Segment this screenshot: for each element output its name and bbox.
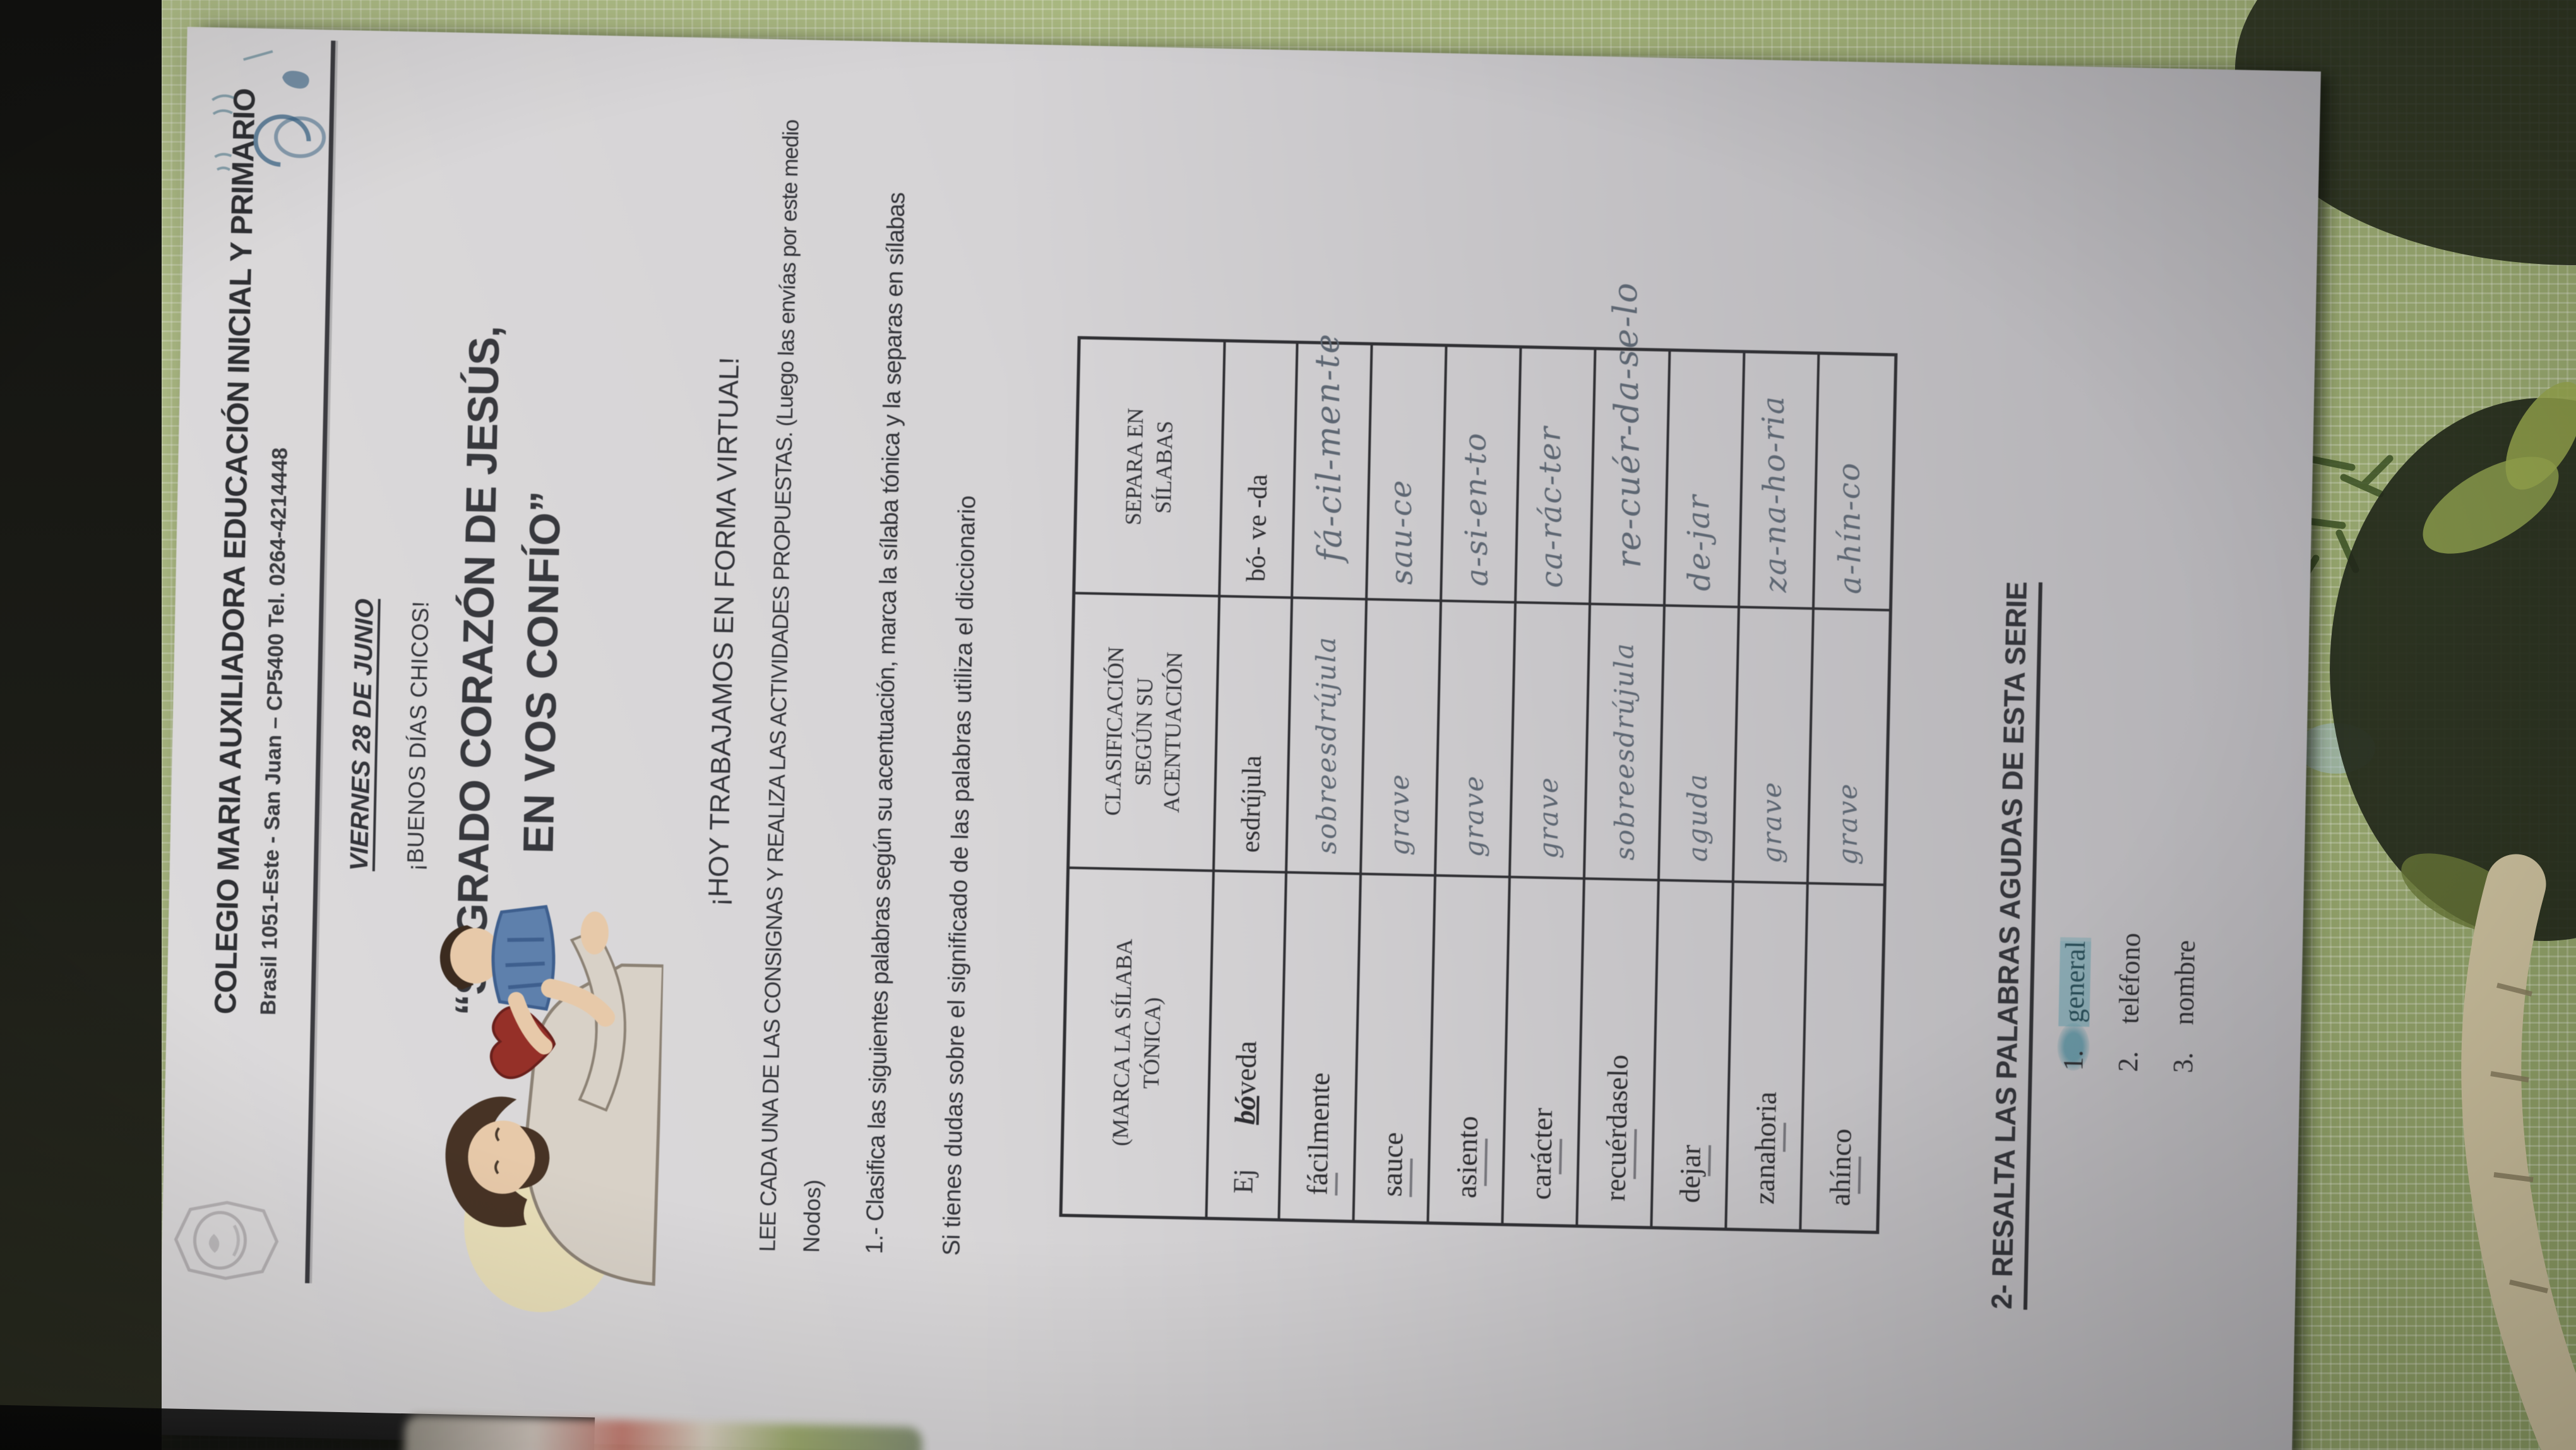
separa-cell: a-hín-co [1831, 461, 1869, 595]
instruction-line-2: Nodos) [798, 1179, 826, 1254]
clasificacion-cell: aguda [1659, 604, 1741, 881]
clasificacion-cell: sobreesdrújula [1287, 596, 1368, 873]
sacred-heart [490, 1005, 556, 1079]
dictionary-tip-line: Si tienes dudas sobre el significado de … [938, 495, 981, 1256]
word-cell: fácilmente [1280, 871, 1363, 1220]
separa-cell: ca-rác-ter [1517, 348, 1597, 603]
dark-corner-shade [2235, 0, 2576, 265]
word-cell: ahínco [1801, 882, 1883, 1231]
face [468, 1120, 538, 1194]
school-address: Brasil 1051-Este - San Juan – CP5400 Tel… [256, 447, 292, 1016]
beard [518, 1125, 550, 1189]
worksheet-page: COLEGIO MARIA AUXILIADORA EDUCACIÓN INIC… [158, 27, 2321, 1450]
clasificacion-cell: esdrújula [1215, 594, 1294, 872]
leaf-shape [2505, 381, 2576, 490]
list-item: 2. teléfono [2112, 933, 2147, 1072]
child-leg [540, 978, 616, 1027]
list-number: 3. [2167, 1052, 2199, 1074]
word-cell: asiento [1429, 874, 1512, 1223]
child-arm [508, 992, 553, 1055]
separa-cell: za-na-ho-ria [1740, 353, 1820, 608]
separa-cell: re-cuér-da-se-lo [1591, 281, 1671, 604]
clasificacion-cell: grave [1436, 599, 1517, 876]
word-cell: dejar [1652, 878, 1734, 1228]
classification-table: (MARCA LA SÍLABA TÓNICA) CLASIFICACIÓN S… [1059, 281, 1898, 1235]
task-1-line: 1.- Clasifica las siguientes palabras se… [861, 192, 910, 1255]
word-cell: recuérdaselo [1578, 877, 1660, 1226]
school-seal-watermark [174, 1201, 279, 1280]
shadow-left [0, 0, 162, 1450]
separa-cell: bó- ve -da [1220, 342, 1299, 597]
word-cell: carácter [1503, 875, 1585, 1225]
instruction-line-1: LEE CADA UNA DE LAS CONSIGNAS Y REALIZA … [755, 119, 804, 1252]
child-face [450, 928, 501, 984]
section2-heading: 2- RESALTA LAS PALABRAS AGUDAS DE ESTA S… [1985, 581, 2042, 1310]
announcement-line: ¡HOY TRABAJAMOS EN FORMA VIRTUAL! [702, 356, 745, 907]
list-number: 1. [2056, 1022, 2090, 1071]
table-body: Ej bóveda esdrújula bó- ve -da fácilmente… [1207, 281, 1895, 1231]
separa-cell: de-jar [1666, 351, 1746, 606]
list-word-highlighted: general [2058, 940, 2092, 1023]
branch-marks [2490, 983, 2548, 1293]
dark-plant-object [2330, 398, 2576, 941]
separa-cell: sau-ce [1368, 345, 1448, 600]
hand [580, 911, 609, 955]
header-marca: (MARCA LA SÍLABA TÓNICA) [1062, 866, 1215, 1217]
list-item: 1.general [2056, 940, 2092, 1071]
word-cell: zanahoria [1727, 880, 1809, 1230]
clasificacion-cell: sobreesdrújula [1585, 602, 1666, 879]
word-cell: sauce [1354, 872, 1437, 1222]
clasificacion-cell: grave [1808, 607, 1889, 884]
header-separa: SEPARA EN SÍLABAS [1075, 339, 1226, 595]
list-item: 3. nombre [2167, 940, 2202, 1073]
list-word: teléfono [2113, 932, 2147, 1024]
list-number: 2. [2112, 1050, 2144, 1072]
wooden-branch [2461, 854, 2576, 1450]
school-name: COLEGIO MARIA AUXILIADORA EDUCACIÓN INIC… [208, 88, 262, 1015]
list-word: nombre [2168, 940, 2202, 1026]
table-header-row: (MARCA LA SÍLABA TÓNICA) CLASIFICACIÓN S… [1062, 339, 1226, 1217]
teal-pen-doodle [212, 50, 326, 171]
separa-cell: fá-cil-men-te [1293, 332, 1373, 598]
header-clasificacion: CLASIFICACIÓN SEGÚN SU ACENTUACIÓN [1070, 592, 1221, 870]
clasificacion-cell: grave [1734, 606, 1815, 882]
word-cell: Ej bóveda [1207, 869, 1288, 1219]
clasificacion-cell: grave [1511, 601, 1592, 878]
header-rule [305, 40, 336, 1283]
clasificacion-cell: grave [1362, 597, 1443, 875]
separa-cell: a-si-en-to [1442, 347, 1522, 601]
jesus-and-child-drawing [439, 904, 665, 1312]
